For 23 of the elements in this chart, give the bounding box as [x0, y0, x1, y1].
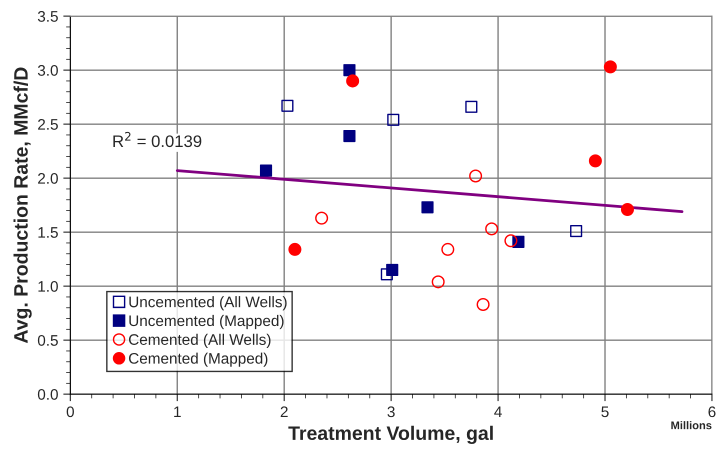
x-tick-label: 2 [280, 406, 288, 418]
legend-label: Cemented (All Wells) [129, 334, 270, 348]
x-tick-label: 3 [387, 406, 395, 418]
y-tick-label: 1.5 [38, 227, 58, 238]
y-tick-label: 0.5 [38, 335, 58, 346]
text: Millions [671, 421, 712, 430]
x-tick-label: 0 [66, 406, 74, 418]
y-axis-title: Avg. Production Rate, MMcf/D [14, 68, 32, 344]
legend-label: Uncemented (Mapped) [129, 314, 284, 330]
x-tick-label: 5 [601, 406, 609, 418]
y-tick-label: 2.0 [38, 173, 58, 184]
annotation: R$^{2}$ = 0.0139 [113, 132, 202, 148]
y-tick-label: 0.0 [38, 389, 58, 400]
x-axis-title: Treatment Volume, gal [288, 426, 493, 444]
x-tick-label: 1 [174, 406, 181, 418]
x-tick-label: 6 [708, 406, 716, 418]
legend-label: Cemented (Mapped) [129, 352, 268, 367]
y-tick-label: 2.5 [38, 119, 58, 130]
y-tick-label: 3.5 [38, 11, 58, 22]
x-tick-label: 4 [494, 406, 502, 418]
y-tick-label: 3.0 [38, 65, 58, 76]
legend-label: Uncemented (All Wells) [129, 296, 287, 310]
y-tick-label: 1.0 [38, 281, 58, 292]
